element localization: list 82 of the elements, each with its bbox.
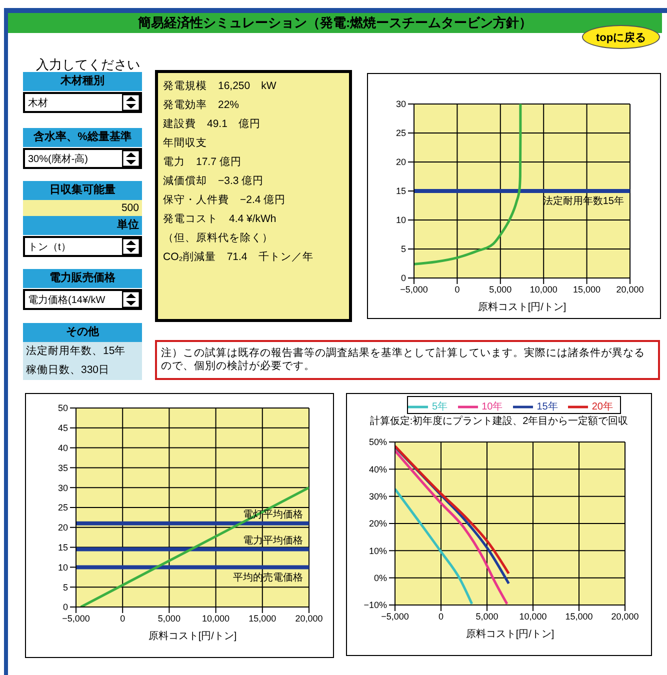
text: 建設費 49.1 億円 bbox=[163, 118, 260, 130]
y-tick-label: 5 bbox=[400, 244, 406, 254]
text: 500 bbox=[121, 202, 139, 214]
text: 発電規模 16,250 kW bbox=[163, 80, 276, 92]
x-tick-label: −5,000 bbox=[400, 284, 428, 294]
y-tick-label: 50 bbox=[58, 403, 68, 414]
y-tick-label: 15 bbox=[396, 186, 406, 196]
text: 減価償却 −3.3 億円 bbox=[163, 175, 264, 187]
y-tick-label: 0 bbox=[62, 602, 68, 612]
x-tick-label: 15,000 bbox=[565, 611, 593, 622]
x-tick-label: 0 bbox=[438, 611, 444, 622]
x-tick-label: 10,000 bbox=[530, 284, 558, 294]
x-axis-title: 原料コスト[円/トン] bbox=[148, 630, 237, 642]
y-tick-label: 40% bbox=[368, 464, 387, 474]
x-tick-label: 10,000 bbox=[519, 611, 547, 622]
y-tick-label: 20% bbox=[368, 518, 387, 529]
line-series bbox=[395, 488, 474, 605]
x-tick-label: 20,000 bbox=[611, 611, 639, 622]
x-tick-label: 5,000 bbox=[489, 284, 512, 294]
x-tick-label: 0 bbox=[454, 284, 460, 294]
x-tick-label: −5,000 bbox=[381, 611, 409, 622]
text: CO₂削減量 71.4 千トン／年 bbox=[163, 251, 314, 263]
text: 日収集可能量 bbox=[50, 184, 116, 196]
text: 法定耐用年数、15年 bbox=[26, 345, 126, 357]
text: （但、原料代を除く） bbox=[163, 232, 273, 244]
legend-label: 15年 bbox=[536, 402, 558, 413]
text: 発電コスト 4.4 ¥/kWh bbox=[163, 213, 276, 225]
y-tick-label: 10 bbox=[58, 562, 68, 572]
legend-label: 20年 bbox=[592, 402, 613, 413]
text: 入力してください bbox=[36, 57, 140, 72]
text: 電力 17.7 億円 bbox=[163, 156, 242, 168]
y-tick-label: 25 bbox=[58, 502, 68, 513]
x-tick-label: 5,000 bbox=[158, 613, 180, 624]
y-tick-label: 0% bbox=[374, 573, 387, 584]
y-tick-label: 30% bbox=[368, 492, 387, 502]
y-tick-label: 20 bbox=[396, 157, 406, 168]
text: 簡易経済性シミュレーション（発電:燃焼ースチームタービン方針） bbox=[138, 15, 532, 30]
text: トン（t） bbox=[28, 242, 71, 252]
text: 含水率、%総量基準 bbox=[34, 131, 132, 143]
y-tick-label: 35 bbox=[58, 462, 68, 473]
text: 木材 bbox=[28, 98, 48, 108]
y-tick-label: 0 bbox=[400, 273, 406, 284]
line-series bbox=[395, 449, 508, 605]
line-series bbox=[414, 104, 522, 266]
y-tick-label: 40 bbox=[58, 442, 68, 453]
y-tick-label: 30 bbox=[396, 99, 406, 110]
text: 30%(廃材-高) bbox=[28, 154, 88, 164]
ref-line-label: 電灯平均価格 bbox=[243, 508, 303, 520]
y-tick-label: 10% bbox=[368, 546, 387, 556]
chart-subtitle: 計算仮定:初年度にプラント建設、2年目から一定額で回収 bbox=[370, 416, 628, 427]
legend-label: 5年 bbox=[432, 402, 448, 413]
x-tick-label: 0 bbox=[120, 613, 126, 624]
x-tick-label: 5,000 bbox=[476, 611, 498, 622]
x-tick-label: 15,000 bbox=[248, 613, 276, 624]
text: 発電効率 22% bbox=[163, 99, 240, 111]
text: 稼働日数、330日 bbox=[26, 364, 110, 376]
text: 保守・人件費 −2.4 億円 bbox=[163, 194, 286, 206]
x-axis-title: 原料コスト[円/トン] bbox=[466, 628, 554, 640]
x-tick-label: 20,000 bbox=[616, 284, 644, 294]
text: 年間収支 bbox=[163, 137, 207, 149]
x-axis-title: 原料コスト[円/トン] bbox=[478, 301, 566, 313]
y-tick-label: −10% bbox=[364, 600, 387, 610]
x-tick-label: 20,000 bbox=[295, 613, 323, 624]
y-tick-label: 15 bbox=[58, 542, 68, 552]
y-tick-label: 25 bbox=[396, 128, 406, 138]
y-tick-label: 50% bbox=[368, 437, 387, 448]
x-tick-label: −5,000 bbox=[62, 613, 90, 624]
text: その他 bbox=[66, 326, 99, 338]
x-tick-label: 10,000 bbox=[202, 613, 230, 624]
text: 注）この試算は既存の報告書等の調査結果を基準として計算しています。実際には諸条件が異なるので、個別の検討が必要です。 bbox=[161, 347, 645, 372]
y-tick-label: 20 bbox=[58, 522, 68, 533]
text: 電力価格(14¥/kW bbox=[28, 294, 106, 306]
text: 単位 bbox=[117, 219, 139, 231]
y-tick-label: 5 bbox=[62, 582, 68, 592]
text: 木材種別 bbox=[60, 75, 104, 87]
y-tick-label: 30 bbox=[58, 482, 68, 493]
back-button: topに戻る bbox=[582, 25, 660, 49]
y-tick-label: 45 bbox=[58, 423, 68, 434]
y-tick-label: 10 bbox=[396, 215, 406, 226]
legend-label: 10年 bbox=[482, 402, 503, 413]
text: 電力販売価格 bbox=[50, 272, 116, 284]
x-tick-label: 15,000 bbox=[573, 284, 601, 294]
